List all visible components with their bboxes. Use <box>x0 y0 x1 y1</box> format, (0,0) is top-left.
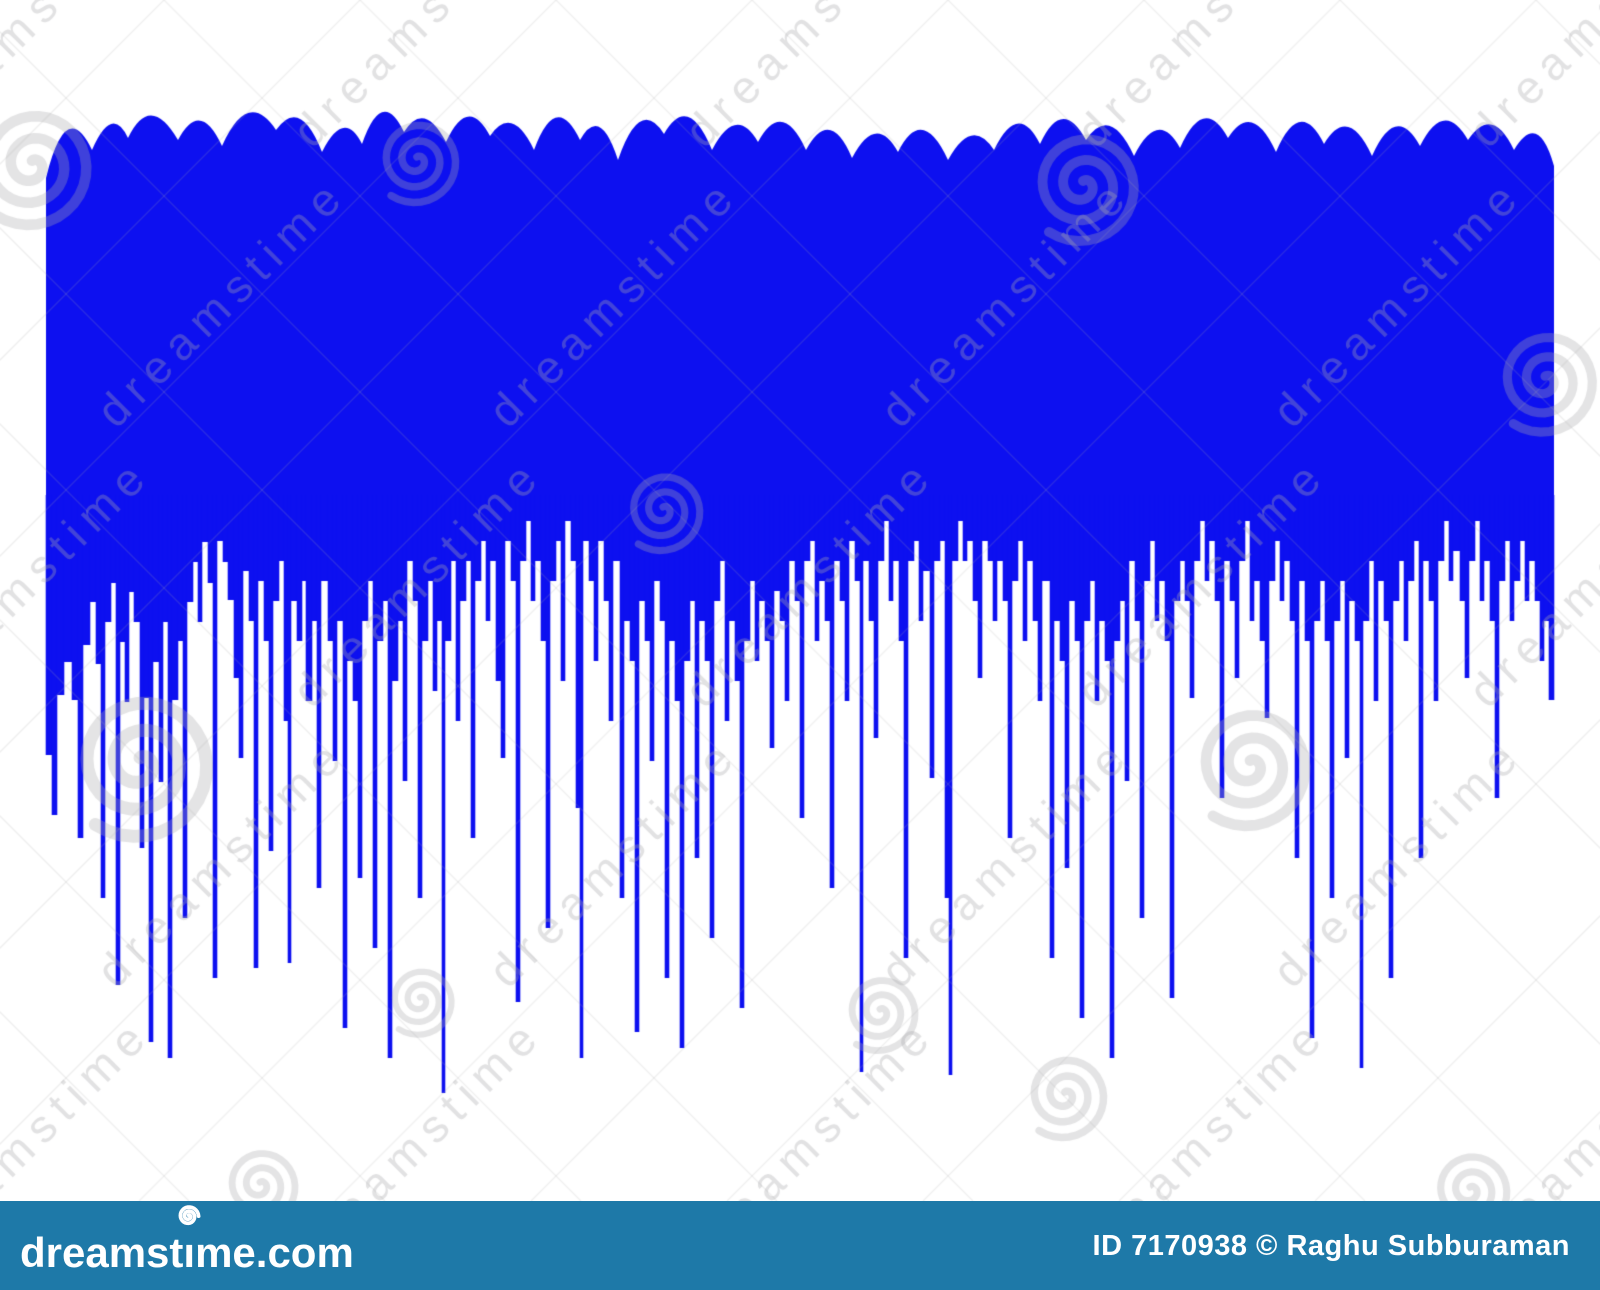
logo-spiral-icon <box>178 1204 201 1225</box>
image-credit: ID 7170938 © Raghu Subburaman <box>1092 1230 1570 1262</box>
logo-text-prefix: dreamst <box>20 1228 184 1276</box>
logo-letter-i: ı <box>178 1204 201 1277</box>
dreamstime-logo: dreamst ı me.com <box>20 1204 354 1277</box>
paint-drip-artwork <box>0 0 1600 1201</box>
watermark-bar: dreamst ı me.com ID 7170938 © Raghu Subbur… <box>0 1201 1600 1290</box>
stock-image-preview <box>0 0 1600 1201</box>
logo-text-suffix: me.com <box>195 1228 354 1276</box>
